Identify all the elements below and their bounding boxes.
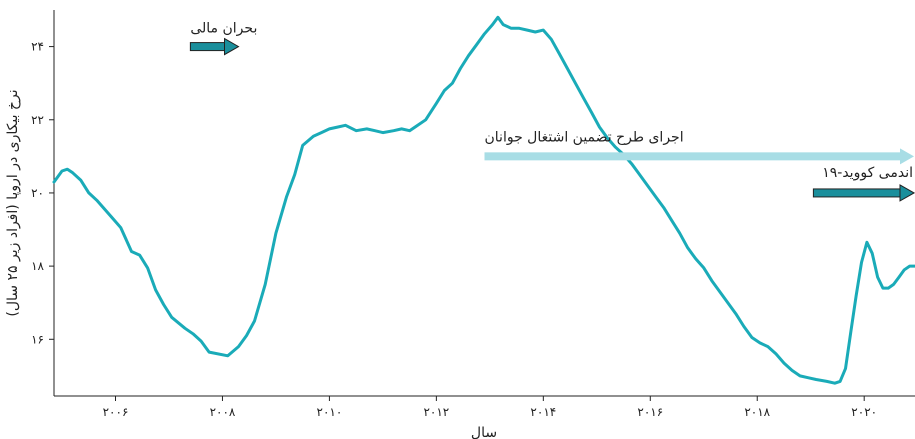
x-tick-label: ۲۰۱۶ [637, 405, 663, 419]
annotation-label: بحران مالی [190, 21, 257, 37]
x-tick-label: ۲۰۱۸ [744, 405, 770, 419]
annotation-arrow [189, 37, 240, 56]
x-ticks: ۲۰۰۶ ۲۰۰۸ ۲۰۱۰ ۲۰۱۲ ۲۰۱۴ ۲۰۱۶ ۲۰۱۸ ۲۰۲۰ [103, 396, 877, 419]
arrow-icon [189, 42, 226, 52]
arrow-head-icon [900, 148, 914, 165]
annotation-arrow [812, 184, 915, 202]
x-tick-label: ۲۰۰۶ [103, 405, 129, 419]
series-line-unemployment [52, 15, 915, 385]
y-tick-label: ۲۴ [31, 40, 44, 54]
arrow-head-icon [224, 37, 240, 56]
x-axis-label: سال [471, 425, 497, 439]
y-tick-label: ۱۸ [31, 259, 44, 273]
annotation-label: اندمی کووید-۱۹ [822, 165, 913, 181]
x-tick-label: ۲۰۱۰ [317, 405, 343, 419]
arrow-icon [812, 188, 901, 198]
axes [53, 10, 915, 397]
y-tick-label: ۱۶ [31, 332, 44, 346]
y-axis-label: نرخ بیکاری در اروپا (افراد زیر ۲۵ سال) [5, 89, 21, 316]
y-ticks: ۱۶ ۱۸ ۲۰ ۲۲ ۲۴ [31, 40, 54, 346]
annotations: بحران مالی اجرای طرح تضمین اشتغال جوانان ا… [189, 21, 915, 202]
y-tick-label: ۲۲ [31, 113, 44, 127]
x-tick-label: ۲۰۱۲ [423, 405, 449, 419]
y-tick-label: ۲۰ [31, 186, 44, 200]
arrow-head-icon [899, 184, 915, 202]
x-tick-label: ۲۰۲۰ [851, 405, 877, 419]
arrow-icon [484, 152, 900, 161]
annotation-arrow [484, 148, 914, 165]
x-tick-label: ۲۰۰۸ [210, 405, 236, 419]
x-tick-label: ۲۰۱۴ [530, 405, 556, 419]
annotation-label: اجرای طرح تضمین اشتغال جوانان [485, 129, 684, 145]
